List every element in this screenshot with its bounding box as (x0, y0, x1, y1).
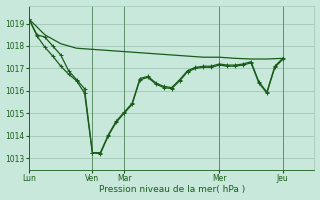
X-axis label: Pression niveau de la mer( hPa ): Pression niveau de la mer( hPa ) (99, 185, 245, 194)
